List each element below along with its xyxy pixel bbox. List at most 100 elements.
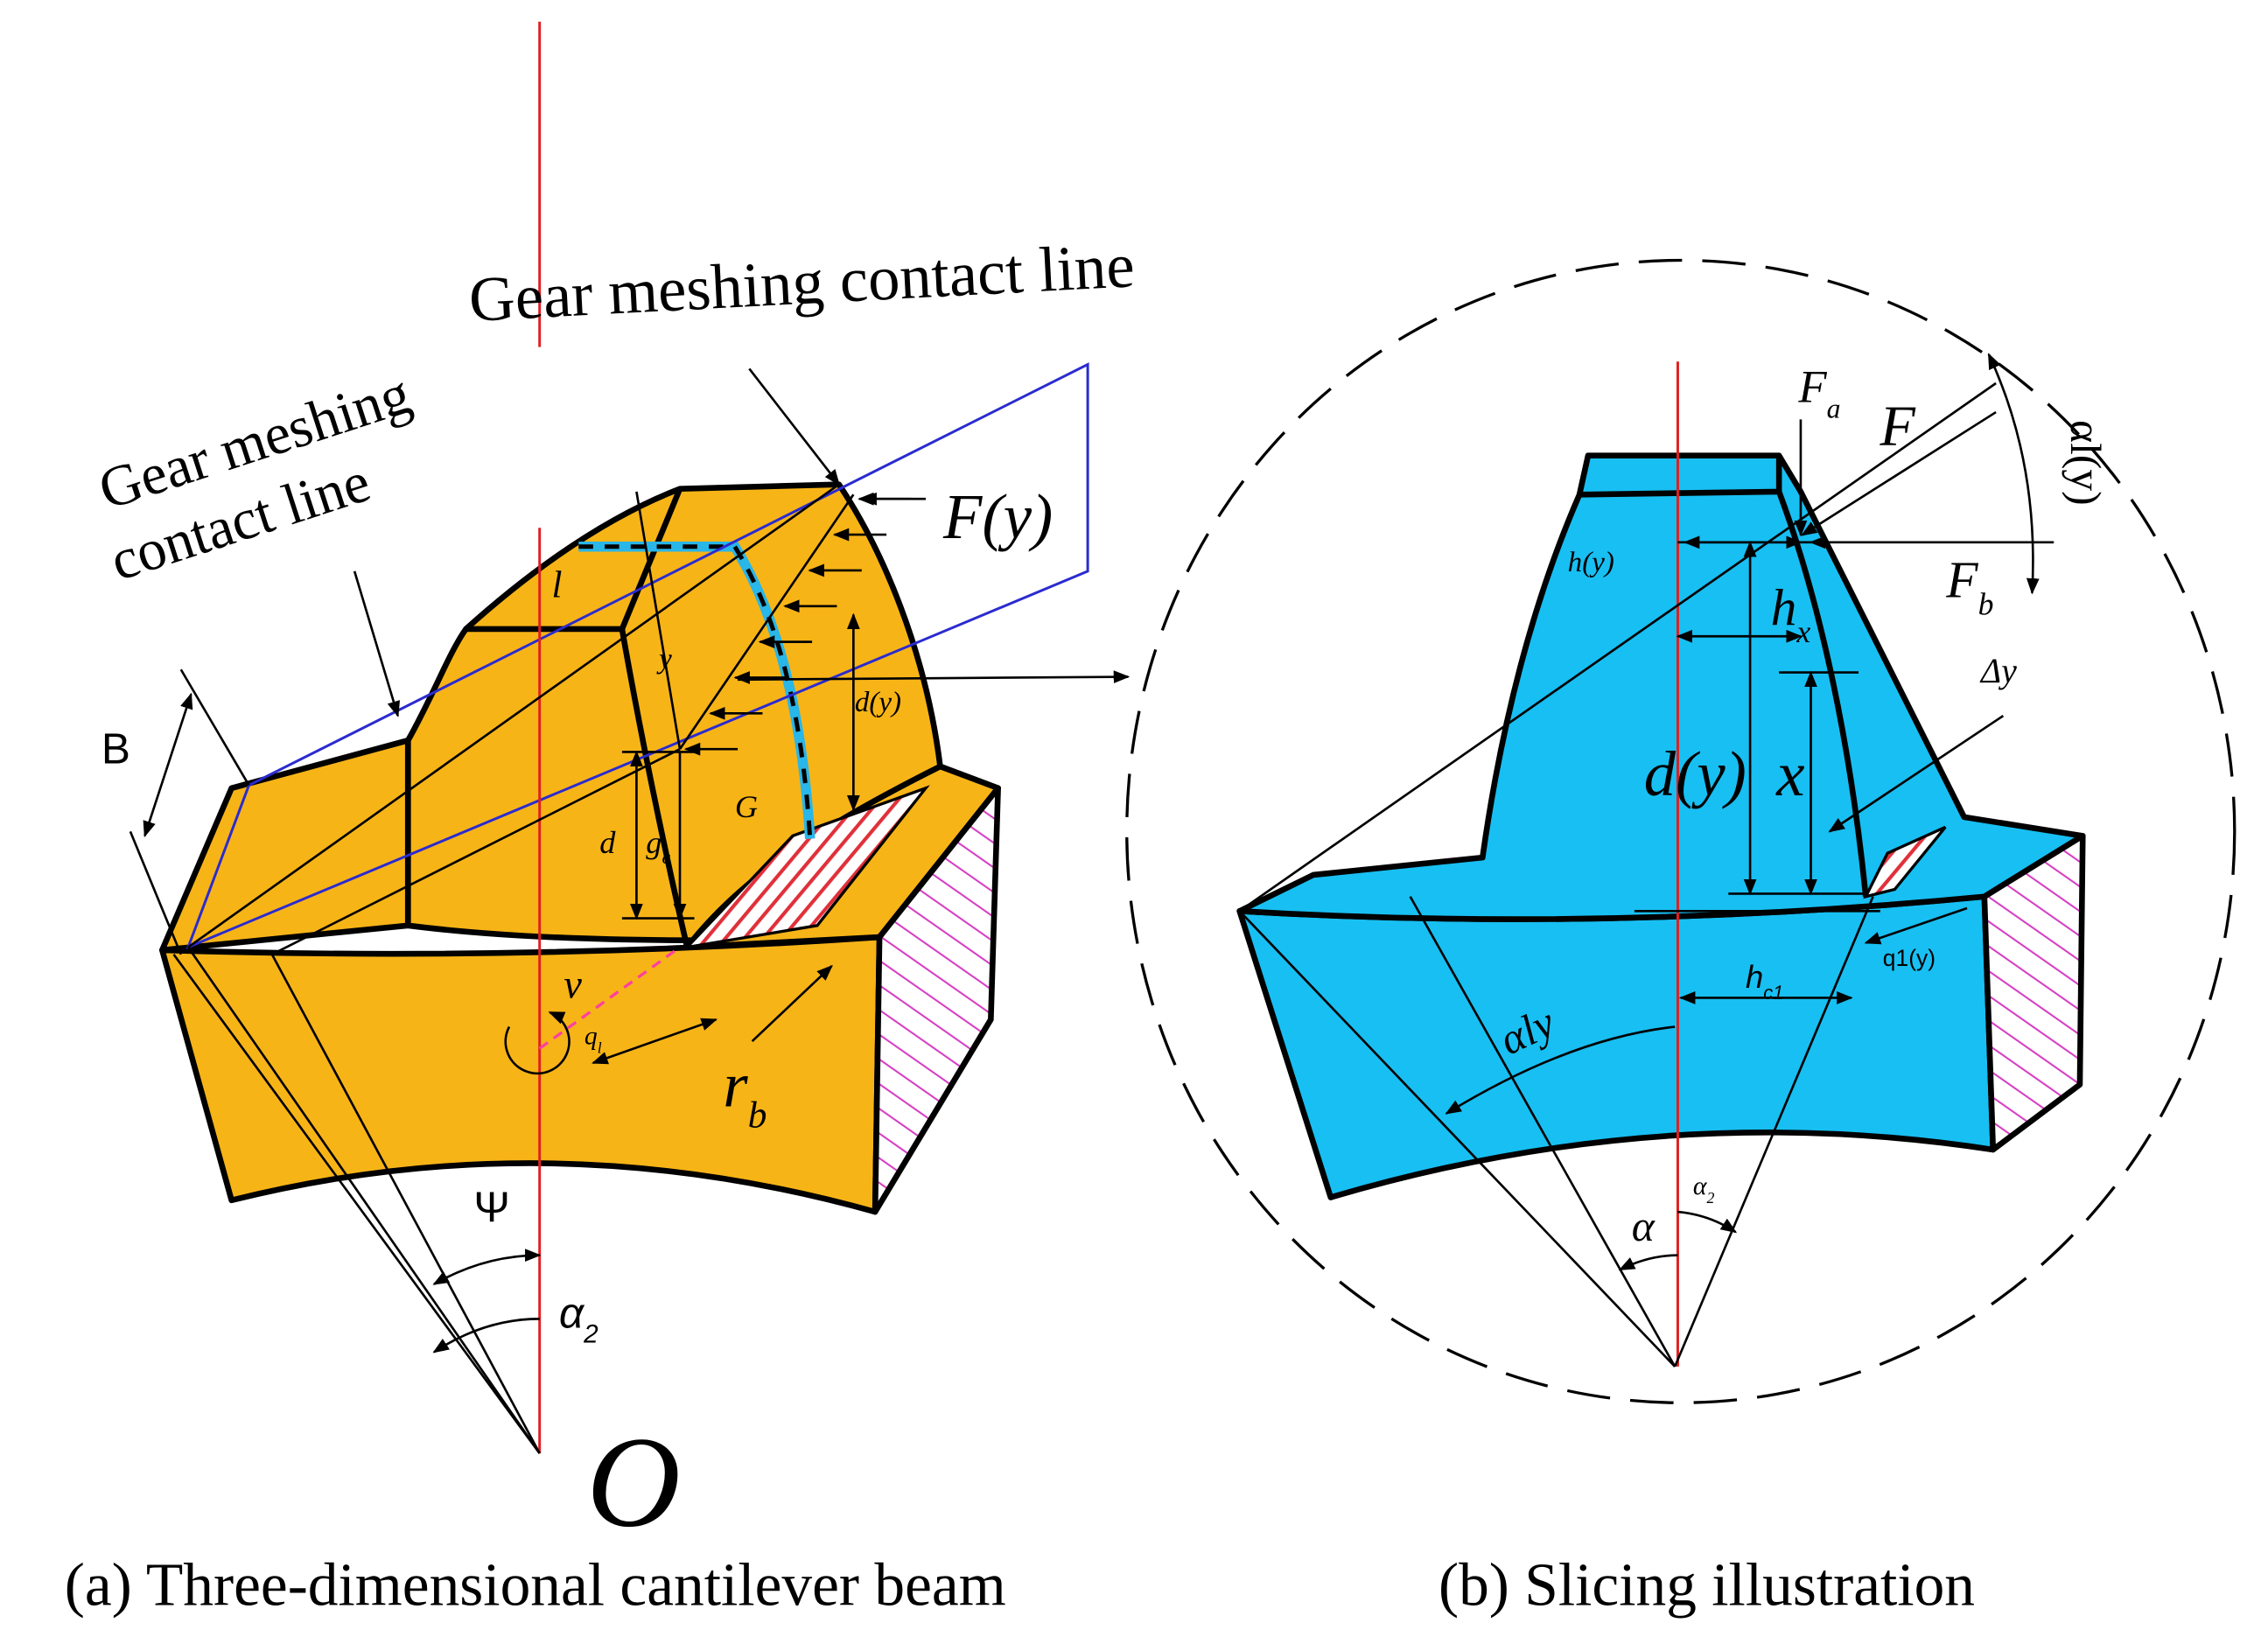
label: G bbox=[735, 789, 758, 824]
dim bbox=[129, 830, 183, 955]
arrow bbox=[1864, 906, 1968, 945]
label-text: F bbox=[1797, 361, 1827, 412]
label: l bbox=[552, 565, 563, 606]
label-subscript: 2 bbox=[1707, 1189, 1715, 1207]
label: F(y) bbox=[942, 481, 1053, 552]
arrow bbox=[353, 570, 401, 717]
arrow bbox=[751, 964, 833, 1042]
label: Gear meshing contact line bbox=[467, 229, 1136, 335]
label-text: y bbox=[656, 644, 672, 675]
angle-al bbox=[1987, 353, 2040, 595]
label-text: F bbox=[1945, 551, 1978, 609]
label-text: α bbox=[1693, 1172, 1708, 1200]
pitch-line bbox=[538, 946, 681, 1050]
label: hc1 bbox=[1746, 959, 1783, 1004]
slice-curve-dash bbox=[578, 544, 813, 839]
arrow bbox=[592, 1018, 718, 1065]
angle-a bbox=[1618, 1254, 1678, 1271]
label-text: G bbox=[735, 789, 758, 824]
label-subscript: c bbox=[662, 847, 670, 868]
side-face-hatched bbox=[1981, 833, 2086, 1153]
label: d bbox=[599, 825, 616, 860]
angle-aly bbox=[1445, 1025, 1676, 1115]
label-text: q1(y) bbox=[1883, 945, 1936, 971]
label-subscript: b bbox=[748, 1094, 767, 1136]
ray bbox=[271, 747, 681, 956]
label: α2 bbox=[1693, 1172, 1715, 1207]
label: d(y) bbox=[1644, 738, 1746, 809]
label-text: h bbox=[1771, 578, 1797, 636]
label: α bbox=[1632, 1202, 1656, 1250]
label-text: F bbox=[1879, 395, 1915, 458]
label: B bbox=[102, 724, 130, 773]
label: q1(y) bbox=[1883, 945, 1936, 971]
label: hx bbox=[1771, 578, 1811, 649]
arrow bbox=[143, 692, 193, 838]
label-text: l bbox=[552, 565, 563, 606]
label: F bbox=[1879, 395, 1915, 458]
label-subscript: c1 bbox=[1763, 981, 1783, 1003]
label: x bbox=[1775, 738, 1804, 809]
label-text: Δy bbox=[1979, 652, 2017, 690]
label-text: F(y) bbox=[942, 481, 1053, 552]
label: Fa bbox=[1797, 361, 1840, 423]
ray bbox=[1238, 381, 1997, 913]
root-fillet-hatched bbox=[682, 785, 930, 950]
label-text: d(y) bbox=[1644, 738, 1746, 809]
ray bbox=[187, 483, 840, 948]
label: gc bbox=[646, 825, 670, 868]
ray bbox=[270, 954, 541, 1454]
root-fillet-hatched bbox=[1863, 825, 1947, 899]
ray bbox=[186, 946, 541, 1454]
label-text: Gear meshing contact line bbox=[467, 229, 1136, 335]
label-subscript: 2 bbox=[583, 1319, 598, 1348]
label-subscript: x bbox=[1796, 614, 1810, 649]
label-text: g bbox=[646, 825, 662, 860]
label: Δy bbox=[1979, 652, 2017, 690]
zoom-circle bbox=[1125, 258, 2236, 1404]
caption: (b) Slicing illustration bbox=[1438, 1552, 1975, 1620]
label-text: B bbox=[102, 724, 130, 773]
angle-psi bbox=[432, 1249, 542, 1285]
label-text: r bbox=[723, 1049, 748, 1120]
label-text: h bbox=[1746, 959, 1763, 995]
lever bbox=[635, 491, 682, 750]
label: y bbox=[656, 644, 672, 675]
label: O bbox=[586, 1410, 680, 1555]
ray bbox=[1409, 896, 1676, 1368]
label: αl(y) bbox=[2062, 420, 2110, 506]
label-text: α bbox=[1632, 1202, 1656, 1250]
label: h(y) bbox=[1568, 547, 1614, 578]
angle-a2 bbox=[1677, 1210, 1738, 1234]
label: d(y) bbox=[855, 687, 901, 718]
label: Fb bbox=[1945, 551, 1993, 622]
label-text: ν bbox=[564, 962, 582, 1007]
ray bbox=[172, 954, 541, 1454]
contact-diagonal bbox=[678, 493, 855, 750]
label-text: d bbox=[599, 825, 616, 860]
meshing-plane bbox=[186, 362, 1089, 950]
label-text: αl(y) bbox=[2062, 420, 2110, 506]
angle-a2 bbox=[432, 1318, 540, 1354]
base-front-face bbox=[158, 934, 883, 1215]
arrow bbox=[1828, 715, 2005, 833]
label-subscript: a bbox=[1827, 393, 1841, 423]
label-text: d(y) bbox=[855, 687, 901, 718]
caption: (a) Three-dimensional cantilever beam bbox=[65, 1552, 1006, 1620]
ray bbox=[1673, 896, 1874, 1368]
dim bbox=[179, 668, 250, 787]
label-text: q bbox=[584, 1021, 598, 1050]
label: rb bbox=[723, 1049, 766, 1136]
label: ql bbox=[584, 1021, 602, 1056]
side-face-hatched bbox=[872, 785, 1001, 1215]
rotation-arc bbox=[504, 1011, 570, 1075]
arrow bbox=[748, 367, 840, 486]
ray bbox=[1238, 910, 1676, 1368]
label-text: Ψ bbox=[473, 1183, 509, 1232]
label: α2 bbox=[559, 1288, 598, 1348]
label: ν bbox=[564, 962, 582, 1007]
label-subscript: b bbox=[1978, 587, 1994, 622]
label-subscript: l bbox=[598, 1039, 602, 1056]
